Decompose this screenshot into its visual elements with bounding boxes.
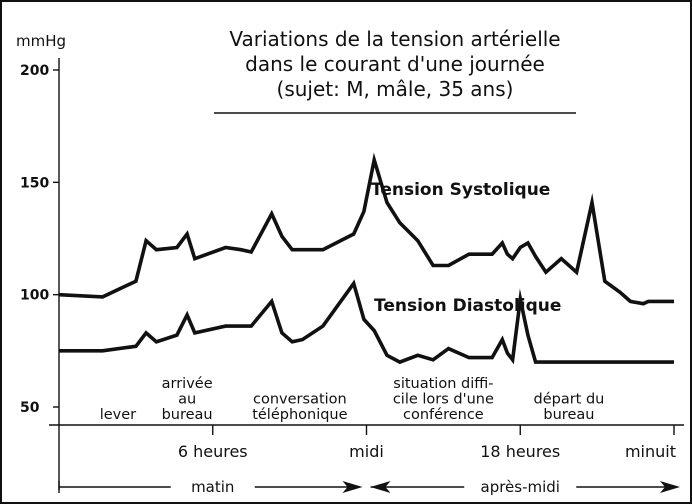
annotation-line: départ du [534,392,605,408]
annotation-line: situation diffi- [393,376,493,392]
arrow-right-icon [342,481,363,493]
chart-title-line: dans le courant d'une journée [245,52,545,76]
arrow-left-icon [370,481,391,493]
arrow-right-icon [660,481,680,493]
annotation-line: conversation [253,392,347,408]
period-label-matin: matin [191,478,234,496]
x-tick-label: midi [349,442,384,461]
annotation-line: au [178,392,196,408]
y-tick-label: 100 [20,288,49,304]
chart-title-line: Variations de la tension artérielle [229,27,560,51]
x-tick-label: 6 heures [178,442,248,461]
chart-title-text: Variations de la tension artérielle dans … [229,27,560,101]
annotation-line: téléphonique [252,407,347,423]
x-tick-label: 18 heures [480,442,560,461]
annotation-line: cile lors d'une [393,392,494,408]
period-label-apres-midi: après-midi [481,478,560,496]
series-line-tension-systolique [58,152,674,306]
annotation-depart-du: départ du bureau [534,392,605,424]
series-group: Tension Systolique Tension Diastolique [58,152,674,365]
annotation-line: bureau [543,407,594,423]
y-tick-label: 150 [20,175,49,191]
x-axis: 6 heures midi 18 heures minuit [49,424,684,461]
y-tick-label: 200 [20,63,49,79]
x-tick-label: minuit [625,442,676,461]
annotation-lever: lever [100,407,136,423]
annotation-line: bureau [162,407,213,423]
annotation-arrivee: arrivée au bureau [162,376,213,423]
annotation-line: conférence [403,407,484,423]
series-label-tension-diastolique: Tension Diastolique [374,296,561,316]
annotation-situation-diffi: situation diffi-cile lors d'une conférenc… [393,376,494,423]
chart-title-line: (sujet: M, mâle, 35 ans) [277,77,514,101]
annotation-line: arrivée [162,376,213,392]
series-label-tension-systolique: Tension Systolique [371,180,550,200]
y-axis: 50 100 150 200 [20,58,60,490]
y-tick-label: 50 [20,400,40,416]
annotation-conversation: conversation téléphonique [252,392,347,424]
annotation-line: lever [100,407,136,423]
period-axis: matin après-midi [58,478,680,496]
chart-title: Variations de la tension artérielle dans … [229,27,560,101]
series-line-tension-diastolique [59,279,674,365]
y-axis-label: mmHg [16,32,66,50]
